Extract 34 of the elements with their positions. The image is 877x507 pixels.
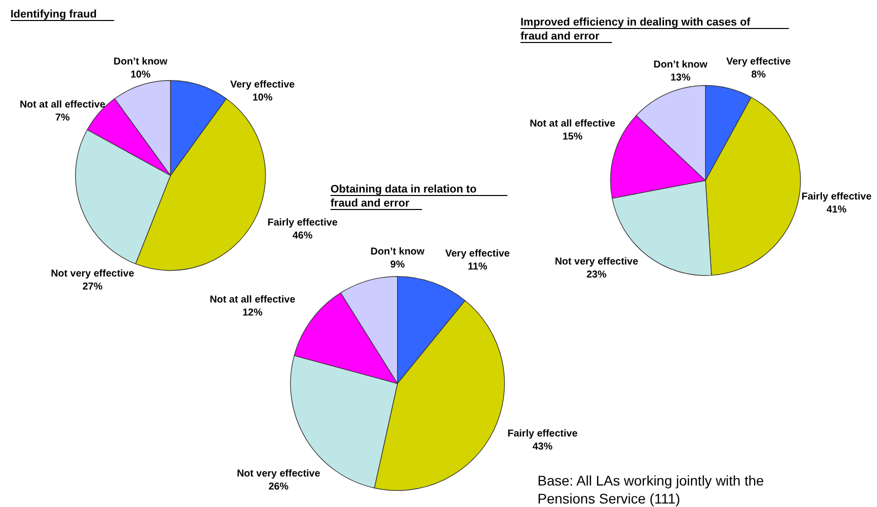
chart-title: Obtaining data in relation to fraud and error [330, 184, 477, 210]
data-label: 43% [532, 442, 553, 453]
data-label: 41% [826, 204, 847, 216]
slice-label: Don’t know [370, 246, 425, 258]
data-label: 8% [751, 70, 766, 81]
slice-label: Not at all effective [530, 118, 616, 130]
data-label: 26% [268, 482, 289, 493]
slice-label: Not at all effective [20, 100, 106, 110]
slice-label: Not at all effective [210, 294, 296, 306]
data-label: 10% [130, 70, 151, 81]
slice-label: Fairly effective [267, 218, 338, 228]
data-label: 13% [670, 72, 691, 84]
slice-label: Fairly effective [507, 428, 578, 440]
slice-label: Very effective [445, 248, 510, 260]
slice-label: Don’t know [654, 60, 708, 70]
chart-title: Identifying fraud [10, 8, 97, 20]
data-label: 7% [55, 112, 70, 124]
chart-title: Improved efficiency in dealing with cases of fraud and error [520, 16, 751, 42]
data-label: 9% [390, 260, 405, 271]
slice-label: Not very effective [50, 268, 135, 280]
text: Base: All LAs working jointly with the Pensions Service (111) [538, 472, 764, 506]
data-label: 11% [468, 262, 488, 273]
data-label: 23% [586, 270, 607, 281]
slice-label: Not very effective [554, 256, 639, 268]
slice-label: Very effective [726, 56, 792, 68]
data-label: 27% [82, 282, 103, 293]
data-label: 15% [562, 132, 583, 143]
slice-label: Very effective [230, 80, 296, 90]
slice-label: Fairly effective [801, 192, 872, 202]
slice-label: Not very effective [236, 468, 321, 480]
data-label: 10% [252, 92, 273, 104]
slice-label: Don’t know [114, 56, 168, 68]
data-label: 46% [292, 230, 313, 242]
data-label: 12% [242, 308, 263, 319]
